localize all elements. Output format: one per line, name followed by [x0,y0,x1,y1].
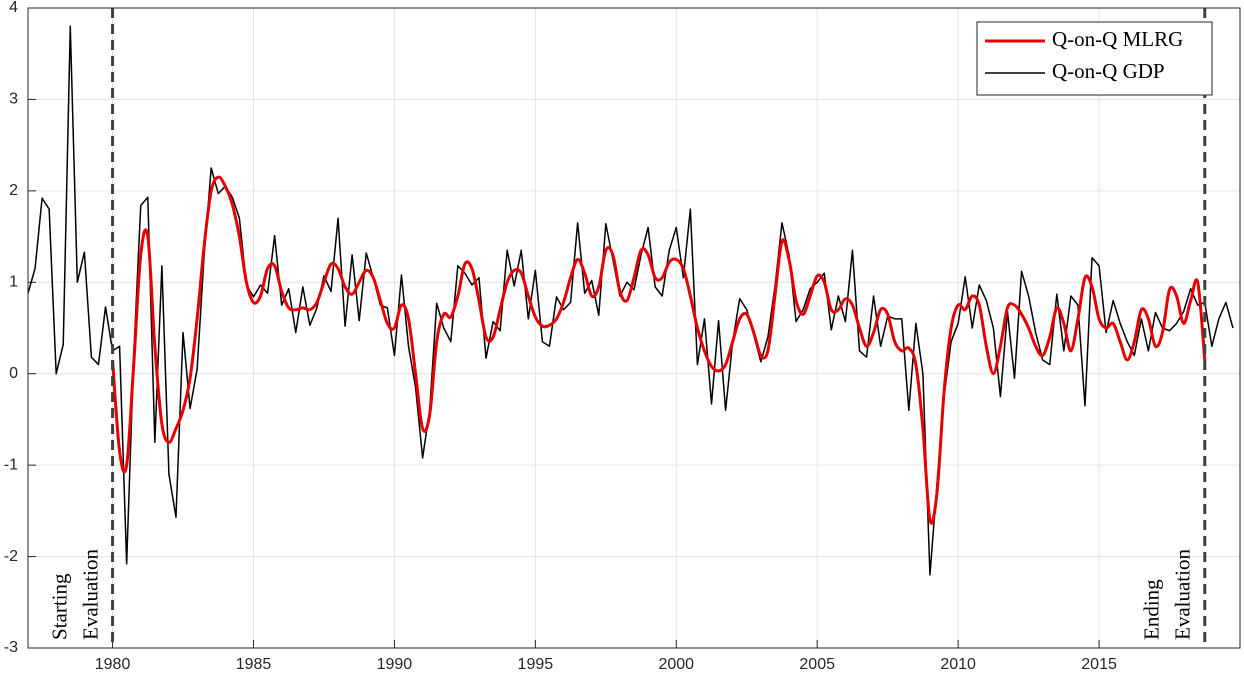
y-tick-label: -1 [4,456,18,473]
x-tick-label: 2000 [658,656,694,673]
annotation-text: Ending [1140,579,1164,640]
y-tick-label: 4 [9,0,18,16]
x-tick-label: 1990 [377,656,413,673]
y-tick-label: -2 [4,548,18,565]
axes-frame [27,7,1241,649]
series-group [28,25,1234,576]
y-tick-label: -3 [4,639,18,656]
legend-label: Q-on-Q MLRG [1052,27,1183,51]
x-tick-label: 1985 [236,656,272,673]
annotation-text: Evaluation [78,549,102,640]
x-tick-label: 2015 [1081,656,1117,673]
y-tick-label: 0 [9,365,18,382]
y-tick-label: 1 [9,274,18,291]
x-tick-label: 1995 [518,656,554,673]
annotation-text: Starting [47,573,71,640]
x-tick-label: 2010 [940,656,976,673]
x-tick-label: 2005 [799,656,835,673]
legend-label: Q-on-Q GDP [1052,59,1165,83]
legend-box [976,21,1213,96]
y-tick-label: 3 [9,91,18,108]
x-tick-label: 1980 [95,656,131,673]
plot-area [28,8,1240,648]
series-line [111,175,1207,525]
y-tick-label: 2 [9,182,18,199]
annotation-text: Evaluation [1171,549,1195,640]
